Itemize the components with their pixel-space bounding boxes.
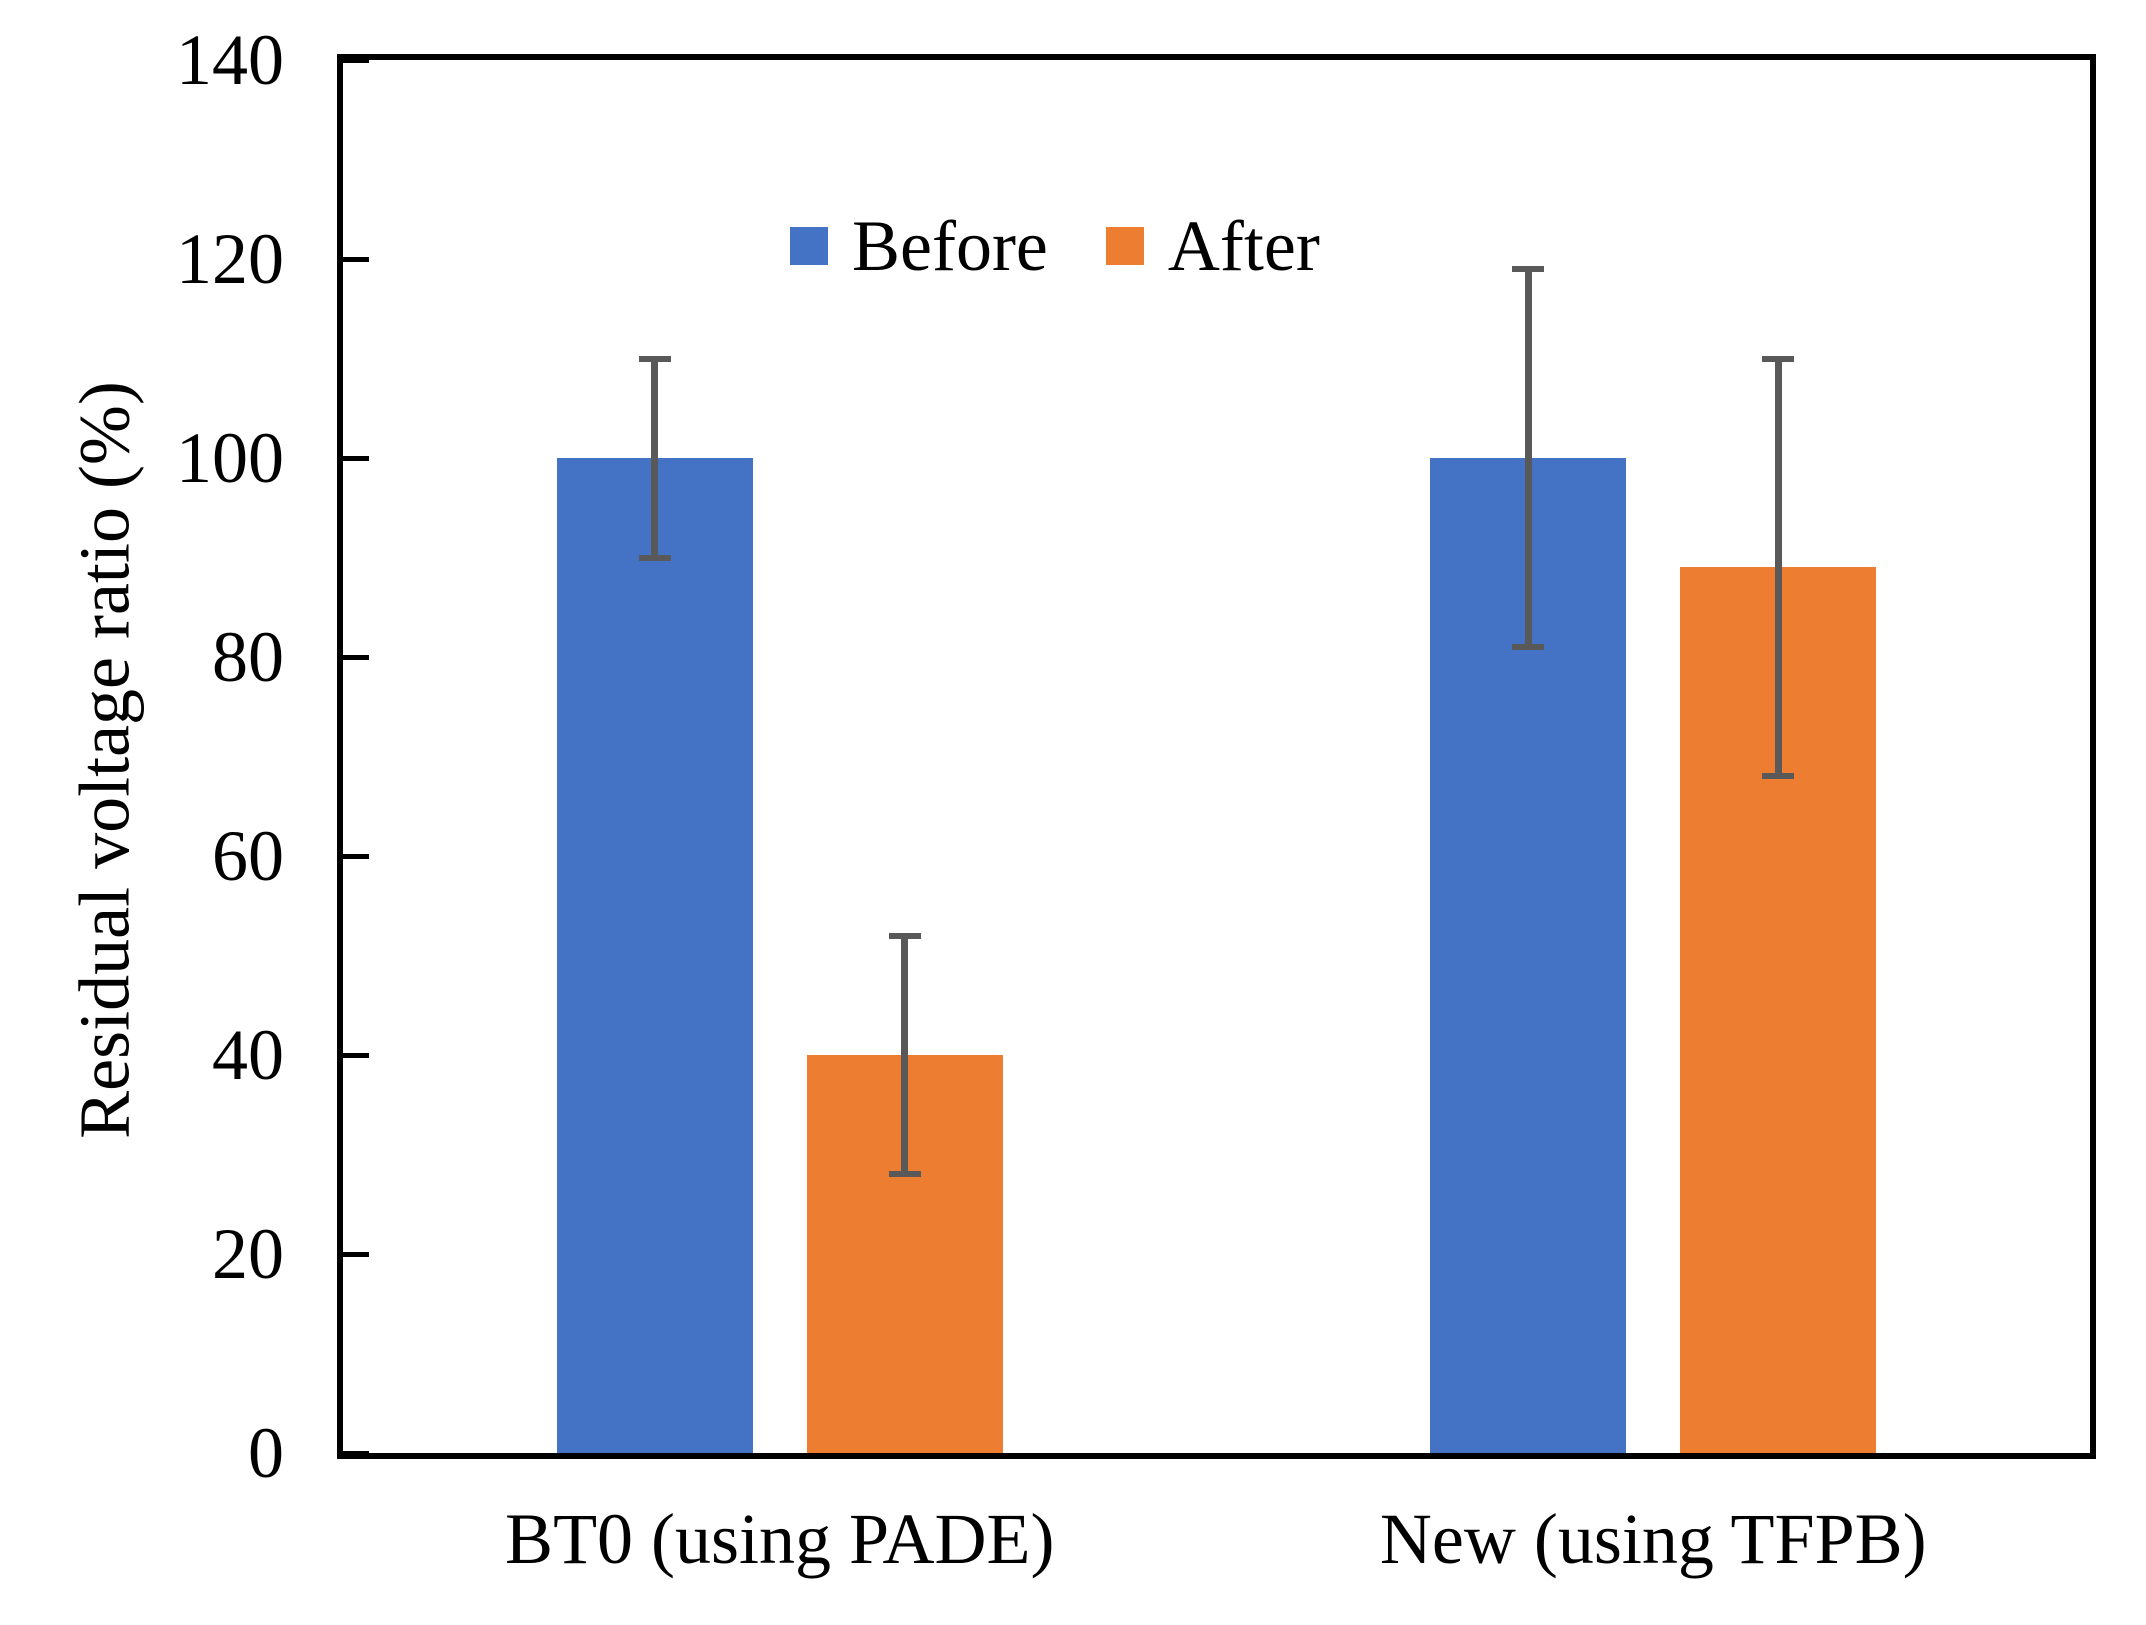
error-cap-bottom-before-0	[638, 554, 671, 561]
y-tick-label-120: 120	[176, 219, 284, 299]
error-cap-bottom-before-1	[1512, 644, 1545, 651]
y-tick-140	[343, 57, 369, 63]
legend: Before After	[790, 210, 1320, 282]
y-axis-title: Residual voltage ratio (%)	[64, 381, 145, 1139]
legend-swatch-after-icon	[1105, 227, 1144, 265]
error-cap-top-before-0	[638, 355, 671, 362]
legend-swatch-before-icon	[790, 227, 828, 265]
legend-label-before: Before	[852, 206, 1048, 286]
error-bar-after-0	[901, 935, 909, 1175]
y-tick-20	[343, 1251, 369, 1257]
category-label-1: New (using TFPB)	[1379, 1499, 1927, 1579]
bar-before-0	[556, 458, 753, 1453]
legend-label-after: After	[1167, 206, 1320, 286]
y-tick-40	[343, 1052, 369, 1058]
y-tick-60	[343, 853, 369, 859]
y-tick-label-140: 140	[176, 20, 284, 100]
y-tick-0	[343, 1450, 369, 1456]
error-cap-bottom-after-0	[888, 1171, 921, 1178]
y-tick-label-40: 40	[212, 1015, 284, 1095]
category-label-0: BT0 (using PADE)	[505, 1499, 1055, 1579]
y-tick-label-0: 0	[248, 1413, 284, 1493]
y-tick-80	[343, 654, 369, 660]
plot-area	[337, 54, 2096, 1459]
y-tick-label-60: 60	[212, 816, 284, 896]
y-tick-label-100: 100	[176, 418, 284, 498]
error-bar-after-1	[1774, 358, 1782, 777]
error-bar-before-1	[1524, 268, 1532, 648]
legend-item-after: After	[1105, 206, 1320, 286]
error-cap-bottom-after-1	[1762, 773, 1795, 780]
y-tick-label-20: 20	[212, 1214, 284, 1294]
error-cap-top-before-1	[1512, 265, 1545, 272]
error-cap-top-after-1	[1762, 355, 1795, 362]
y-tick-100	[343, 455, 369, 461]
y-tick-120	[343, 256, 369, 262]
error-cap-top-after-0	[888, 932, 921, 939]
y-tick-label-80: 80	[212, 617, 284, 697]
error-bar-before-0	[651, 358, 659, 558]
legend-item-before: Before	[790, 210, 1048, 282]
